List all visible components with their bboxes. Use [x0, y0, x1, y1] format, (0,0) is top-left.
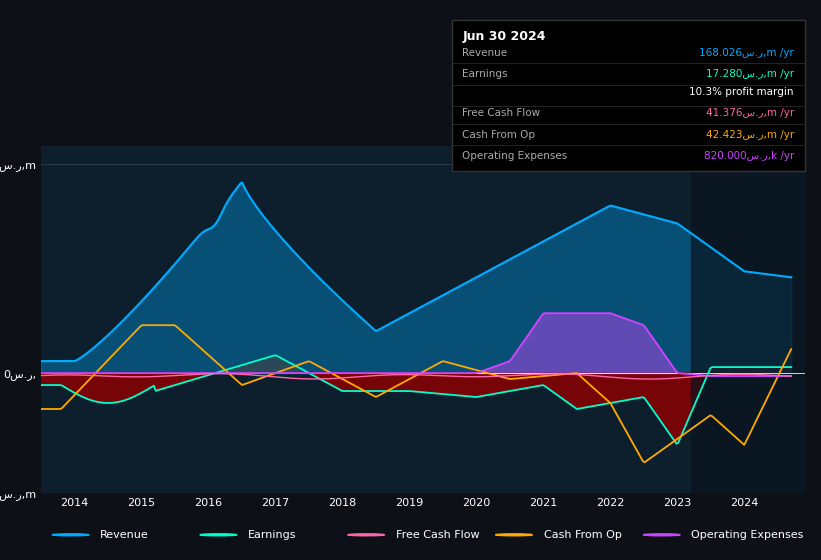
Text: 10.3% profit margin: 10.3% profit margin — [690, 87, 794, 97]
Circle shape — [644, 534, 680, 536]
Text: Cash From Op: Cash From Op — [462, 129, 535, 139]
Text: 820.000س.ر,k /yr: 820.000س.ر,k /yr — [704, 151, 794, 161]
Text: 41.376س.ر,m /yr: 41.376س.ر,m /yr — [706, 108, 794, 118]
Text: 168.026س.ر,m /yr: 168.026س.ر,m /yr — [699, 48, 794, 58]
Text: Free Cash Flow: Free Cash Flow — [396, 530, 479, 540]
Text: Operating Expenses: Operating Expenses — [462, 151, 567, 161]
Circle shape — [53, 534, 89, 536]
Text: Cash From Op: Cash From Op — [544, 530, 621, 540]
Bar — [690, 146, 805, 493]
Circle shape — [200, 534, 237, 536]
Text: Jun 30 2024: Jun 30 2024 — [462, 30, 546, 43]
Circle shape — [496, 534, 533, 536]
Text: 42.423س.ر,m /yr: 42.423س.ر,m /yr — [706, 129, 794, 139]
Text: Earnings: Earnings — [462, 69, 507, 79]
Text: Operating Expenses: Operating Expenses — [691, 530, 804, 540]
Text: Revenue: Revenue — [462, 48, 507, 58]
Text: Earnings: Earnings — [248, 530, 296, 540]
FancyBboxPatch shape — [452, 20, 805, 171]
Text: Revenue: Revenue — [100, 530, 149, 540]
Circle shape — [348, 534, 385, 536]
Text: Free Cash Flow: Free Cash Flow — [462, 108, 540, 118]
Text: 17.280س.ر,m /yr: 17.280س.ر,m /yr — [706, 69, 794, 79]
